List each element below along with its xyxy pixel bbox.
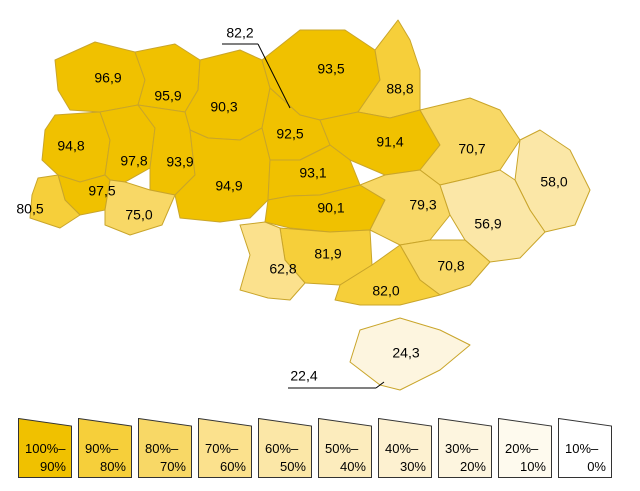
legend-swatch	[138, 418, 192, 478]
legend-range-start: 70%–	[205, 441, 239, 456]
region-value-label: 75,0	[125, 207, 152, 223]
legend-swatch	[258, 418, 312, 478]
region-24	[349, 317, 471, 391]
region-value-label: 93,1	[299, 165, 326, 181]
region-value-label: 93,5	[317, 61, 344, 77]
region-value-label: 88,8	[386, 81, 413, 97]
legend-item: 90%– 80%	[78, 418, 132, 478]
legend-range-end: 10%	[519, 459, 546, 474]
legend-range-end: 60%	[219, 459, 246, 474]
legend-range-start: 50%–	[325, 441, 359, 456]
legend-range-end: 80%	[99, 459, 126, 474]
legend-range-start: 80%–	[145, 441, 179, 456]
region-value-label: 81,9	[314, 246, 341, 262]
legend-item: 20%– 10%	[498, 418, 552, 478]
region-23	[334, 244, 441, 306]
region-value-label: 70,8	[437, 258, 464, 274]
legend-item: 30%– 20%	[438, 418, 492, 478]
legend-swatch	[198, 418, 252, 478]
legend-range-end: 70%	[159, 459, 186, 474]
region-value-label: 94,8	[57, 138, 84, 154]
region-value-label: 94,9	[215, 178, 242, 194]
legend-range-start: 100%–	[25, 441, 66, 456]
legend-item: 80%– 70%	[138, 418, 192, 478]
legend-range-end: 90%	[39, 459, 66, 474]
legend-swatch	[18, 418, 72, 478]
region-value-label: 90,3	[210, 99, 237, 115]
legend-item: 60%– 50%	[258, 418, 312, 478]
legend-range-end: 20%	[459, 459, 486, 474]
legend-swatch	[498, 418, 552, 478]
legend-range-end: 40%	[339, 459, 366, 474]
region-value-label: 62,8	[269, 261, 296, 277]
legend-item: 100%– 90%	[18, 418, 72, 478]
callout-line-kyiv-diag	[257, 43, 291, 109]
legend-range-end: 0%	[587, 459, 606, 474]
legend-swatch	[378, 418, 432, 478]
legend-swatch	[438, 418, 492, 478]
region-value-label: 97,8	[120, 153, 147, 169]
region-value-label: 91,4	[376, 134, 403, 150]
legend-range-end: 30%	[399, 459, 426, 474]
callout-line-sevastopol-diag	[375, 381, 385, 389]
legend: 100%– 90% 90%– 80% 80%– 70% 70%– 60% 60%– 50% 50%–…	[18, 418, 612, 478]
region-value-label: 93,9	[166, 154, 193, 170]
legend-item: 50%– 40%	[318, 418, 372, 478]
legend-item: 40%– 30%	[378, 418, 432, 478]
region-18	[359, 169, 451, 246]
region-14	[174, 127, 271, 223]
region-value-label: 96,9	[94, 70, 121, 86]
region-value-label: 95,9	[154, 88, 181, 104]
region-value-label: 24,3	[392, 345, 419, 361]
region-value-label: 58,0	[540, 174, 567, 190]
legend-range-start: 20%–	[505, 441, 539, 456]
legend-range-start: 60%–	[265, 441, 299, 456]
region-value-label: 70,7	[458, 141, 485, 157]
legend-item: 10%– 0%	[558, 418, 612, 478]
legend-swatch	[558, 418, 612, 478]
region-12	[29, 174, 81, 229]
region-value-label: 90,1	[317, 200, 344, 216]
legend-swatch	[318, 418, 372, 478]
region-value-label: 97,5	[88, 183, 115, 199]
region-value-label: 80,5	[16, 201, 43, 217]
legend-range-start: 90%–	[85, 441, 119, 456]
legend-item: 70%– 60%	[198, 418, 252, 478]
region-value-label: 92,5	[276, 126, 303, 142]
region-19	[439, 169, 546, 263]
legend-range-start: 40%–	[385, 441, 419, 456]
region-value-label: 82,0	[372, 283, 399, 299]
region-value-label: 56,9	[474, 216, 501, 232]
ukraine-map: 96,9 95,9 90,3 93,5 88,8 94,8 97,8 93,9 92,5 91,4…	[16, 19, 591, 391]
callout-label-kyiv: 82,2	[226, 25, 253, 41]
legend-range-start: 30%–	[445, 441, 479, 456]
region-21	[239, 221, 306, 301]
legend-swatch	[78, 418, 132, 478]
region-value-label: 79,3	[409, 197, 436, 213]
legend-range-end: 50%	[279, 459, 306, 474]
callout-label-sevastopol: 22,4	[290, 368, 317, 384]
legend-range-start: 10%–	[565, 441, 599, 456]
